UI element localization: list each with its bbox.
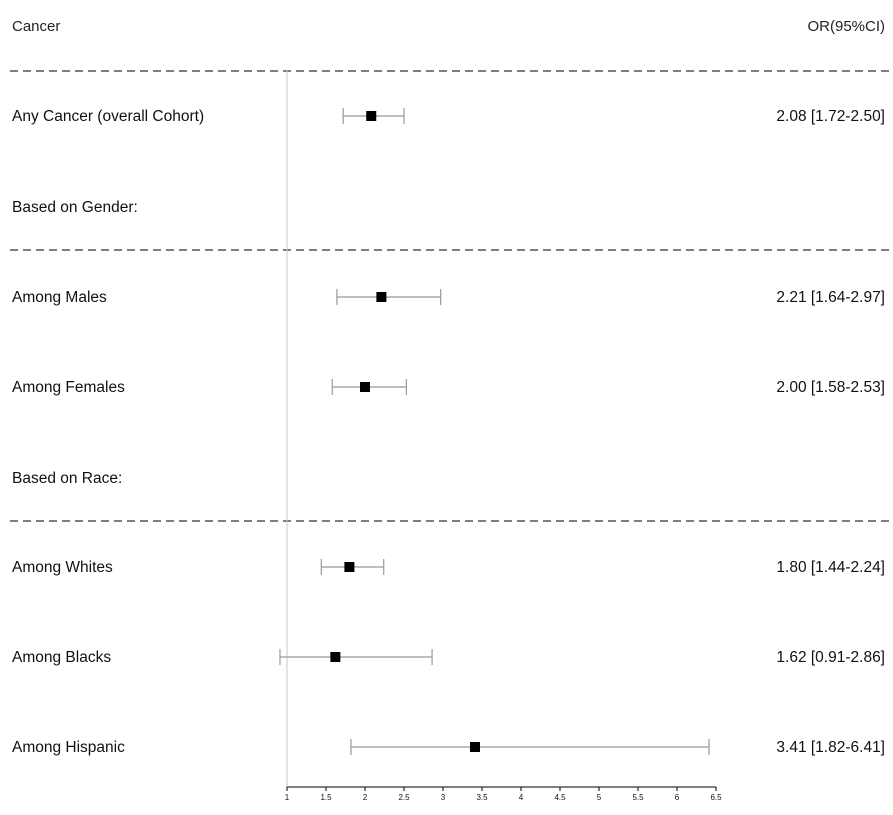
header-cancer: Cancer [12, 18, 60, 35]
x-tick-label: 4 [519, 793, 524, 802]
or-ci-value: 3.41 [1.82-6.41] [776, 739, 885, 756]
or-point-marker [330, 652, 341, 662]
x-tick-label: 1 [285, 793, 290, 802]
row-label: Any Cancer (overall Cohort) [12, 108, 204, 125]
or-ci-value: 2.08 [1.72-2.50] [776, 108, 885, 125]
or-point-marker [366, 111, 377, 121]
row-label: Among Hispanic [12, 739, 125, 756]
estimate-row: Any Cancer (overall Cohort) 2.08 [1.72-2.… [12, 108, 885, 125]
x-tick-label: 1.5 [320, 793, 332, 802]
x-tick-label: 2 [363, 793, 368, 802]
row-label: Among Blacks [12, 649, 111, 666]
or-point-marker [360, 382, 370, 392]
x-tick-label: 5 [597, 793, 602, 802]
or-ci-value: 1.80 [1.44-2.24] [776, 559, 885, 576]
estimate-row: Among Hispanic 3.41 [1.82-6.41] [12, 739, 885, 756]
section-heading: Based on Gender: [12, 199, 138, 216]
x-tick-label: 4.5 [554, 793, 566, 802]
row-label: Among Males [12, 289, 107, 306]
x-tick-label: 3 [441, 793, 446, 802]
x-axis: 1 1.5 2 2.5 3 3.5 4 4.5 5 5.5 6 6.5 [285, 786, 722, 802]
estimate-row: Among Males 2.21 [1.64-2.97] [12, 289, 885, 306]
section-heading: Based on Race: [12, 470, 122, 487]
or-ci-value: 2.21 [1.64-2.97] [776, 289, 885, 306]
or-point-marker [344, 562, 355, 572]
or-point-marker [469, 742, 480, 752]
row-label: Among Whites [12, 559, 113, 576]
x-tick-label: 6 [675, 793, 680, 802]
header-or-ci: OR(95%CI) [807, 18, 885, 35]
or-point-marker [376, 292, 387, 302]
or-ci-value: 1.62 [0.91-2.86] [776, 649, 885, 666]
x-tick-label: 3.5 [476, 793, 488, 802]
x-tick-label: 2.5 [398, 793, 410, 802]
x-tick-label: 5.5 [632, 793, 644, 802]
estimate-row: Among Blacks 1.62 [0.91-2.86] [12, 649, 885, 666]
estimate-row: Among Females 2.00 [1.58-2.53] [12, 379, 885, 396]
or-ci-value: 2.00 [1.58-2.53] [776, 379, 885, 396]
x-tick-label: 6.5 [710, 793, 722, 802]
rows: Any Cancer (overall Cohort) 2.08 [1.72-2.… [12, 108, 885, 756]
section-dividers [10, 70, 890, 522]
section-heading-row: Based on Gender: [12, 199, 138, 216]
section-heading-row: Based on Race: [12, 470, 122, 487]
estimate-row: Among Whites 1.80 [1.44-2.24] [12, 559, 885, 576]
row-label: Among Females [12, 379, 125, 396]
